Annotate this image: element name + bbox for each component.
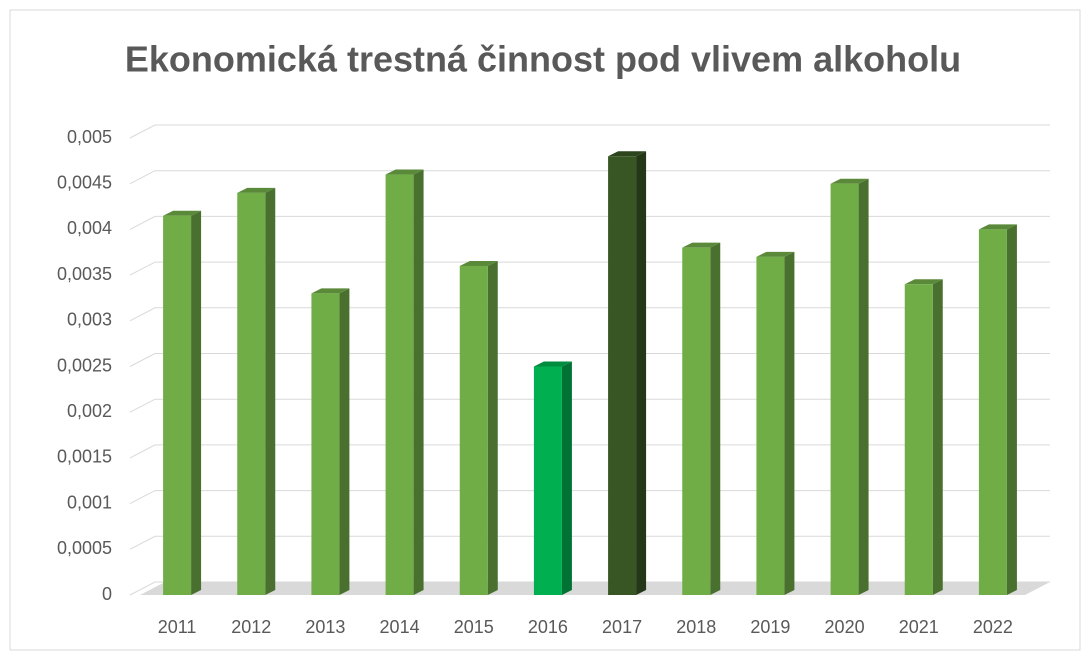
grid-line <box>129 170 1050 185</box>
bar-top <box>608 151 647 157</box>
x-tick-label: 2022 <box>973 617 1013 637</box>
y-tick-label: 0,0045 <box>57 172 112 192</box>
bar-top <box>533 361 572 367</box>
grid-line <box>129 261 1050 276</box>
bar-top <box>682 242 721 248</box>
bar <box>459 265 488 595</box>
bar-top <box>459 260 498 266</box>
grid-line <box>129 353 1050 367</box>
x-tick-label: 2016 <box>528 617 568 637</box>
bar-side <box>784 251 795 595</box>
grid-line <box>129 124 1050 139</box>
bar <box>978 229 1007 595</box>
x-tick-label: 2015 <box>454 617 494 637</box>
bar-top <box>756 251 795 257</box>
y-tick-label: 0,001 <box>67 492 112 512</box>
bar <box>533 366 562 595</box>
y-tick-label: 0,0015 <box>57 447 112 467</box>
bar-side <box>636 151 647 595</box>
floor <box>140 582 1050 595</box>
bar <box>385 174 414 595</box>
bar <box>163 215 192 595</box>
y-tick-label: 0,005 <box>67 127 112 147</box>
x-tick-label: 2021 <box>899 617 939 637</box>
bar-side <box>339 288 350 595</box>
grid-line <box>129 444 1050 459</box>
y-tick-label: 0,004 <box>67 218 112 238</box>
bar <box>756 256 785 595</box>
bar-side <box>561 361 572 595</box>
bar-side <box>1006 224 1017 595</box>
bar <box>311 293 340 595</box>
x-tick-label: 2020 <box>825 617 865 637</box>
grid-line <box>129 307 1050 322</box>
bar-side <box>858 178 869 595</box>
x-tick-label: 2017 <box>602 617 642 637</box>
bar-side <box>710 242 721 595</box>
bar-side <box>487 260 498 595</box>
grid-line <box>129 581 1050 596</box>
y-tick-label: 0 <box>102 584 112 604</box>
bar-top <box>904 279 943 285</box>
grid-line <box>129 398 1050 413</box>
y-tick-label: 0,003 <box>67 310 112 330</box>
x-tick-label: 2013 <box>305 617 345 637</box>
bar-top <box>163 210 202 216</box>
bar-side <box>413 169 424 595</box>
bar-top <box>978 224 1017 230</box>
x-tick-label: 2012 <box>231 617 271 637</box>
y-tick-label: 0,0025 <box>57 355 112 375</box>
bar-top <box>830 178 869 184</box>
chart-title: Ekonomická trestná činnost pod vlivem al… <box>125 39 961 80</box>
x-tick-label: 2019 <box>750 617 790 637</box>
bar-top <box>237 187 276 193</box>
x-tick-label: 2018 <box>676 617 716 637</box>
bar <box>237 192 266 595</box>
bar <box>904 284 933 595</box>
x-tick-label: 2014 <box>380 617 420 637</box>
bar <box>682 247 711 595</box>
y-tick-label: 0,0005 <box>57 538 112 558</box>
y-tick-label: 0,002 <box>67 401 112 421</box>
grid-line <box>129 490 1050 505</box>
bar <box>608 156 637 595</box>
bar-top <box>311 288 350 294</box>
bar-side <box>265 187 276 595</box>
y-tick-label: 0,0035 <box>57 264 112 284</box>
bar-side <box>191 210 202 595</box>
bar-side <box>932 279 943 595</box>
bar-top <box>385 169 424 175</box>
bar <box>830 183 859 595</box>
grid-line <box>129 535 1050 550</box>
grid-line <box>129 215 1050 230</box>
x-tick-label: 2011 <box>158 617 197 637</box>
